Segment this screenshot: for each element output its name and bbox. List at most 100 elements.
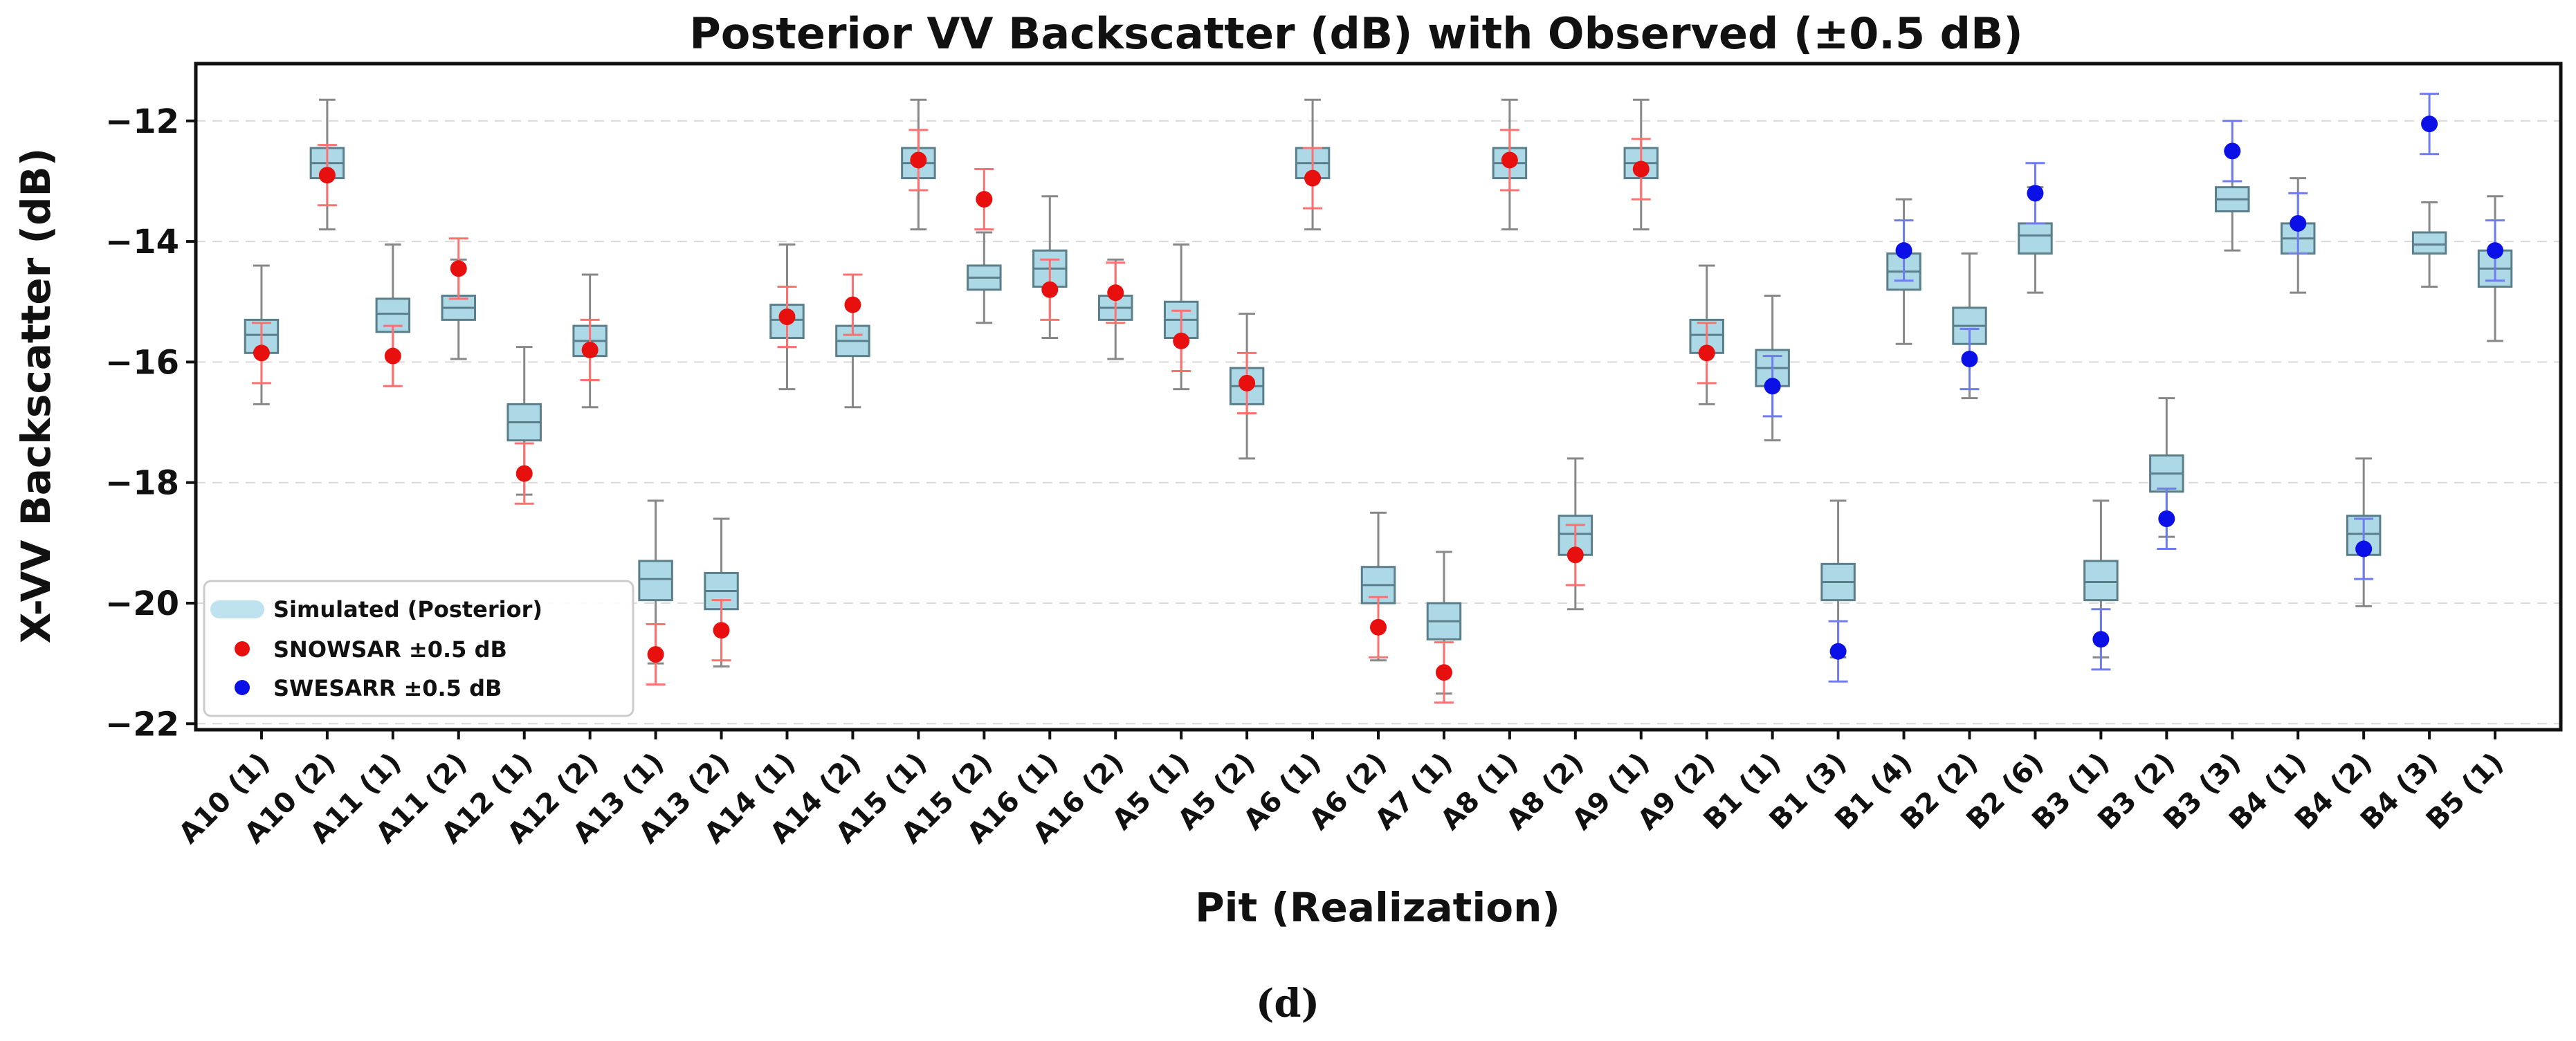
swesarr-point: [2224, 142, 2241, 160]
snowsar-point: [515, 465, 533, 482]
observed-31: [2222, 120, 2242, 183]
swesarr-point: [1829, 643, 1847, 660]
snowsar-point: [1435, 664, 1452, 681]
observed-8: [711, 599, 731, 662]
observed-15: [1171, 309, 1191, 372]
observed-21: [1565, 524, 1585, 587]
observed-16: [1237, 351, 1257, 414]
y-tick-label: −14: [105, 223, 179, 261]
observed-14: [1106, 261, 1126, 324]
observed-30: [2157, 487, 2177, 551]
observed-series: [251, 93, 2505, 704]
legend-snowsar-marker: [235, 641, 250, 656]
box-12: [967, 231, 1002, 324]
observed-2: [317, 144, 337, 207]
snowsar-point: [1698, 344, 1715, 362]
snowsar-point: [844, 296, 861, 313]
snowsar-point: [713, 622, 730, 639]
figure-caption: (d): [1256, 981, 1319, 1026]
observed-33: [2354, 517, 2374, 580]
observed-22: [1631, 138, 1651, 201]
observed-20: [1499, 129, 1519, 192]
snowsar-point: [1632, 160, 1650, 178]
legend: Simulated (Posterior) SNOWSAR ±0.5 dB SW…: [203, 580, 634, 717]
snowsar-point: [1566, 546, 1584, 564]
observed-34: [2420, 93, 2440, 156]
observed-18: [1369, 596, 1388, 658]
y-tick-label: −16: [105, 343, 179, 382]
swesarr-point: [2355, 540, 2373, 558]
snowsar-point: [1370, 618, 1387, 636]
x-axis-ticks: A10 (1)A10 (2)A11 (1)A11 (2)A12 (1)A12 (…: [173, 730, 2510, 850]
observed-35: [2485, 219, 2505, 282]
observed-5: [514, 442, 534, 505]
observed-19: [1434, 641, 1454, 704]
swesarr-point: [2092, 631, 2110, 648]
legend-simulated-swatch: [210, 600, 264, 618]
snowsar-point: [976, 191, 993, 208]
observed-3: [383, 324, 403, 387]
snowsar-point: [1173, 332, 1190, 349]
snowsar-point: [1304, 169, 1322, 187]
swesarr-point: [1764, 378, 1781, 395]
observed-10: [843, 273, 863, 336]
snowsar-point: [1501, 151, 1518, 169]
observed-11: [908, 129, 929, 192]
observed-17: [1303, 147, 1323, 210]
observed-13: [1040, 258, 1060, 321]
observed-12: [974, 168, 994, 231]
observed-7: [646, 623, 666, 686]
y-axis-label: X-VV Backscatter (dB): [12, 148, 60, 643]
y-axis-ticks: −22 −20 −18 −16 −14 −12: [105, 102, 196, 744]
observed-25: [1828, 620, 1848, 683]
observed-27: [1960, 327, 1980, 391]
observed-24: [1762, 355, 1782, 418]
plot-frame: [194, 62, 2563, 732]
swesarr-point: [1895, 242, 1912, 259]
legend-swesarr-label: SWESARR ±0.5 dB: [273, 675, 502, 701]
y-tick-label: −18: [105, 464, 179, 503]
box-body: [1558, 515, 1593, 556]
box-body: [2083, 560, 2119, 602]
snowsar-point: [318, 167, 336, 184]
snowsar-point: [1107, 284, 1124, 302]
box-25: [1820, 499, 1856, 658]
swesarr-point: [2027, 185, 2044, 202]
legend-swesarr-marker: [235, 680, 250, 695]
snowsar-point: [450, 260, 467, 277]
box-34: [2411, 201, 2447, 288]
observed-26: [1894, 219, 1914, 282]
observed-6: [580, 318, 600, 382]
legend-snowsar-label: SNOWSAR ±0.5 dB: [273, 636, 507, 663]
observed-28: [2025, 162, 2045, 225]
observed-4: [448, 237, 468, 300]
y-tick-label: −20: [105, 584, 179, 623]
observed-1: [251, 322, 271, 385]
swesarr-point: [1961, 351, 1978, 368]
snowsar-point: [384, 347, 401, 365]
snowsar-point: [910, 151, 927, 169]
box-body: [638, 560, 673, 602]
box-7: [638, 499, 673, 665]
observed-23: [1697, 322, 1717, 385]
legend-simulated-label: Simulated (Posterior): [273, 596, 542, 623]
snowsar-point: [253, 344, 270, 362]
y-tick-label: −22: [105, 705, 179, 744]
box-body: [2411, 231, 2447, 255]
swesarr-point: [2158, 510, 2175, 527]
swesarr-point: [2290, 214, 2307, 232]
y-tick-label: −12: [105, 102, 179, 141]
observed-32: [2288, 192, 2308, 255]
snowsar-point: [1041, 281, 1059, 298]
x-axis-label: Pit (Realization): [1195, 884, 1560, 931]
swesarr-point: [2421, 116, 2438, 133]
snowsar-point: [778, 308, 796, 326]
observed-29: [2091, 608, 2111, 671]
snowsar-point: [1239, 374, 1256, 391]
box-15: [1163, 243, 1199, 391]
snowsar-point: [581, 341, 599, 358]
observed-9: [777, 285, 797, 349]
snowsar-point: [647, 646, 664, 663]
chart-title: Posterior VV Backscatter (dB) with Obser…: [689, 8, 2022, 59]
